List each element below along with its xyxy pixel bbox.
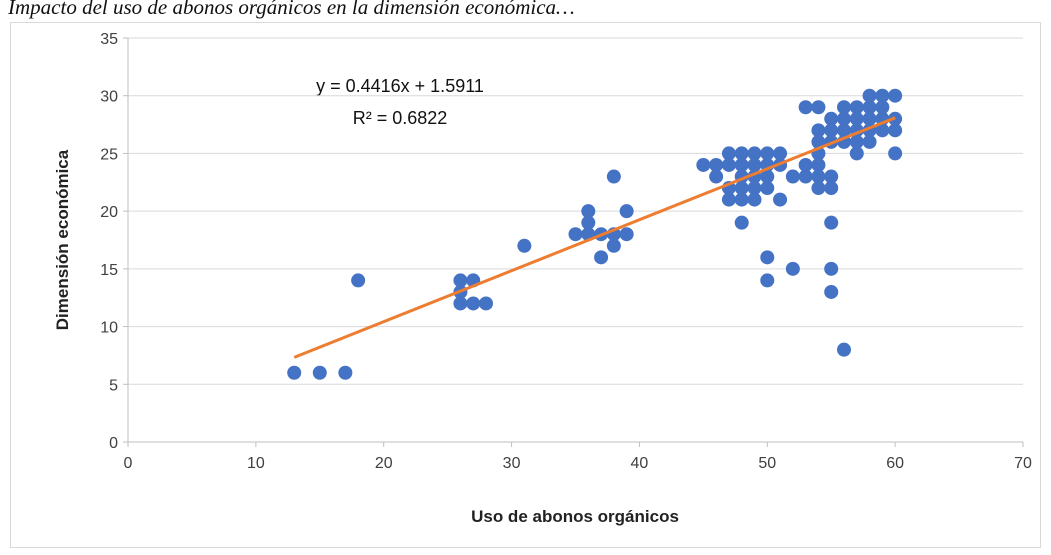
y-tick-label: 5 — [109, 377, 118, 394]
point — [734, 146, 749, 161]
point — [760, 273, 775, 288]
point — [581, 215, 596, 230]
point — [734, 181, 749, 196]
point — [849, 134, 864, 149]
point — [811, 157, 826, 172]
point — [760, 250, 775, 265]
point — [721, 192, 736, 207]
point — [619, 204, 634, 219]
point — [594, 250, 609, 265]
x-tick-label: 0 — [124, 455, 133, 472]
x-tick-label: 70 — [1014, 455, 1032, 472]
point — [453, 296, 468, 311]
point — [287, 365, 302, 380]
point — [862, 88, 877, 103]
chart-border — [10, 22, 1041, 548]
point — [811, 100, 826, 115]
point — [837, 111, 851, 126]
point — [760, 146, 775, 161]
point — [517, 238, 532, 253]
point — [453, 273, 468, 288]
point — [721, 157, 736, 172]
x-tick-label: 20 — [375, 455, 393, 472]
point — [773, 146, 788, 161]
y-tick-label: 0 — [109, 435, 118, 452]
point — [849, 111, 864, 126]
x-tick-label: 50 — [758, 455, 776, 472]
point — [811, 181, 826, 196]
point — [568, 227, 583, 242]
point — [824, 111, 839, 126]
point — [875, 100, 890, 115]
point — [479, 296, 493, 311]
point — [798, 100, 813, 115]
point — [312, 365, 327, 380]
point — [875, 88, 890, 103]
point — [734, 192, 749, 207]
point — [734, 157, 749, 172]
point — [824, 261, 839, 276]
point — [773, 192, 788, 207]
point — [849, 146, 864, 161]
point — [849, 100, 864, 115]
point — [824, 284, 839, 299]
point — [696, 157, 711, 172]
point — [606, 238, 621, 253]
point — [721, 146, 736, 161]
point — [888, 123, 903, 138]
point — [875, 123, 890, 138]
y-tick-label: 15 — [100, 262, 118, 279]
x-axis-title: Uso de abonos orgánicos — [471, 507, 679, 526]
point — [888, 146, 903, 161]
point — [351, 273, 366, 288]
point — [709, 157, 724, 172]
point — [619, 227, 634, 242]
point — [862, 100, 877, 115]
point — [837, 123, 851, 138]
point — [862, 134, 877, 149]
point — [606, 169, 621, 184]
y-tick-label: 10 — [100, 320, 118, 337]
point — [798, 157, 813, 172]
y-tick-label: 25 — [100, 146, 118, 163]
point — [581, 204, 596, 219]
point — [824, 215, 839, 230]
trend-r2: R² = 0.6822 — [353, 108, 448, 128]
point — [837, 100, 851, 115]
point — [837, 342, 851, 357]
point — [785, 169, 800, 184]
point — [798, 169, 813, 184]
y-tick-label: 35 — [100, 31, 118, 48]
point — [811, 169, 826, 184]
x-tick-label: 30 — [503, 455, 521, 472]
point — [338, 365, 353, 380]
point — [824, 181, 839, 196]
y-axis-title: Dimensión económica — [53, 149, 72, 330]
y-tick-label: 30 — [100, 89, 118, 106]
point — [709, 169, 724, 184]
point — [466, 296, 481, 311]
point — [862, 111, 877, 126]
point — [734, 215, 749, 230]
point — [747, 157, 762, 172]
x-tick-label: 60 — [886, 455, 904, 472]
point — [760, 181, 775, 196]
point — [824, 123, 839, 138]
point — [824, 169, 839, 184]
caption: Impacto del uso de abonos orgánicos en l… — [7, 0, 575, 19]
point — [811, 123, 826, 138]
x-tick-label: 40 — [631, 455, 649, 472]
point — [785, 261, 800, 276]
point — [747, 181, 762, 196]
x-tick-label: 10 — [247, 455, 265, 472]
trend-equation: y = 0.4416x + 1.5911 — [316, 76, 484, 96]
point — [888, 88, 903, 103]
point — [760, 169, 775, 184]
y-tick-label: 20 — [100, 204, 118, 221]
point — [747, 192, 762, 207]
trendline — [293, 116, 896, 359]
point — [747, 146, 762, 161]
